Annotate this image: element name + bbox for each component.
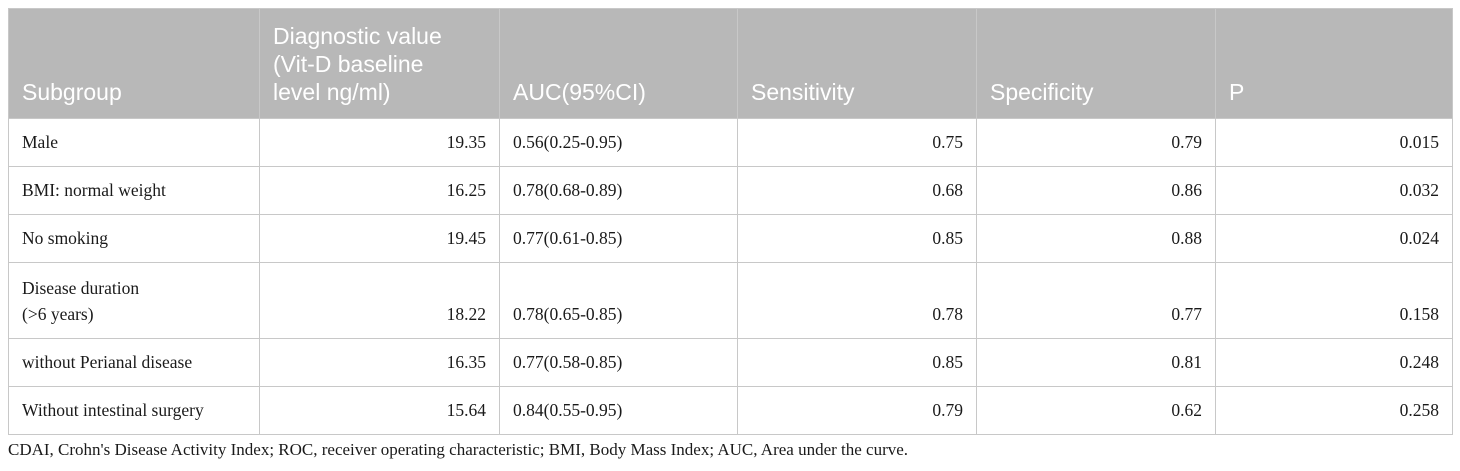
cell-sensitivity: 0.78 — [737, 262, 977, 339]
table-row: without Perianal disease 16.35 0.77(0.58… — [8, 338, 1453, 387]
cell-sensitivity: 0.68 — [737, 166, 977, 215]
cell-diagnostic-value: 18.22 — [259, 262, 500, 339]
cell-auc: 0.77(0.61-0.85) — [499, 214, 738, 263]
header-diagnostic-value: Diagnostic value (Vit-D baseline level n… — [259, 8, 500, 119]
table-row: Without intestinal surgery 15.64 0.84(0.… — [8, 386, 1453, 435]
cell-auc: 0.78(0.68-0.89) — [499, 166, 738, 215]
cell-subgroup: Disease duration (>6 years) — [8, 262, 260, 339]
cell-sensitivity: 0.75 — [737, 118, 977, 167]
cell-subgroup-line-2: (>6 years) — [22, 304, 94, 324]
table-footnote: CDAI, Crohn's Disease Activity Index; RO… — [8, 440, 909, 459]
header-specificity: Specificity — [976, 8, 1216, 119]
cell-p: 0.032 — [1215, 166, 1453, 215]
cell-diagnostic-value: 16.35 — [259, 338, 500, 387]
header-diagnostic-line-1: Diagnostic value — [273, 23, 442, 49]
cell-auc: 0.77(0.58-0.85) — [499, 338, 738, 387]
header-p: P — [1215, 8, 1453, 119]
cell-diagnostic-value: 16.25 — [259, 166, 500, 215]
cell-p: 0.015 — [1215, 118, 1453, 167]
table-row: Male 19.35 0.56(0.25-0.95) 0.75 0.79 0.0… — [8, 118, 1453, 167]
cell-sensitivity: 0.85 — [737, 214, 977, 263]
cell-subgroup: No smoking — [8, 214, 260, 263]
cell-specificity: 0.88 — [976, 214, 1216, 263]
cell-subgroup: without Perianal disease — [8, 338, 260, 387]
cell-specificity: 0.79 — [976, 118, 1216, 167]
header-sensitivity: Sensitivity — [737, 8, 977, 119]
cell-p: 0.024 — [1215, 214, 1453, 263]
header-auc: AUC(95%CI) — [499, 8, 738, 119]
cell-specificity: 0.86 — [976, 166, 1216, 215]
cell-p: 0.258 — [1215, 386, 1453, 435]
subgroup-diagnostic-table: Subgroup Diagnostic value (Vit-D baselin… — [8, 8, 1453, 435]
cell-diagnostic-value: 19.35 — [259, 118, 500, 167]
header-subgroup: Subgroup — [8, 8, 260, 119]
cell-sensitivity: 0.79 — [737, 386, 977, 435]
cell-specificity: 0.81 — [976, 338, 1216, 387]
cell-subgroup: BMI: normal weight — [8, 166, 260, 215]
cell-subgroup: Male — [8, 118, 260, 167]
table-row: BMI: normal weight 16.25 0.78(0.68-0.89)… — [8, 166, 1453, 215]
cell-auc: 0.56(0.25-0.95) — [499, 118, 738, 167]
cell-auc: 0.84(0.55-0.95) — [499, 386, 738, 435]
header-diagnostic-line-2: (Vit-D baseline — [273, 51, 424, 77]
cell-diagnostic-value: 15.64 — [259, 386, 500, 435]
cell-diagnostic-value: 19.45 — [259, 214, 500, 263]
cell-p: 0.248 — [1215, 338, 1453, 387]
header-diagnostic-line-3: level ng/ml) — [273, 79, 391, 105]
cell-auc: 0.78(0.65-0.85) — [499, 262, 738, 339]
cell-specificity: 0.62 — [976, 386, 1216, 435]
results-table-container: Subgroup Diagnostic value (Vit-D baselin… — [8, 8, 1453, 435]
table-row: No smoking 19.45 0.77(0.61-0.85) 0.85 0.… — [8, 214, 1453, 263]
table-header-row: Subgroup Diagnostic value (Vit-D baselin… — [8, 8, 1453, 119]
cell-subgroup: Without intestinal surgery — [8, 386, 260, 435]
cell-specificity: 0.77 — [976, 262, 1216, 339]
cell-p: 0.158 — [1215, 262, 1453, 339]
cell-subgroup-line-1: Disease duration — [22, 278, 140, 298]
cell-sensitivity: 0.85 — [737, 338, 977, 387]
table-row: Disease duration (>6 years) 18.22 0.78(0… — [8, 262, 1453, 339]
